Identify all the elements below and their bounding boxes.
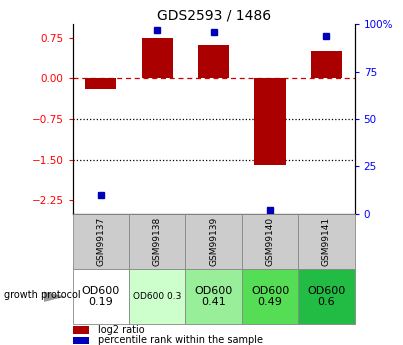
Bar bbox=[73, 337, 89, 344]
Text: percentile rank within the sample: percentile rank within the sample bbox=[98, 335, 263, 345]
Text: log2 ratio: log2 ratio bbox=[98, 325, 145, 335]
Bar bbox=[311, 51, 342, 78]
Text: OD600
0.41: OD600 0.41 bbox=[195, 286, 233, 307]
Text: OD600 0.3: OD600 0.3 bbox=[133, 292, 181, 301]
Text: GSM99139: GSM99139 bbox=[209, 217, 218, 266]
Text: GSM99141: GSM99141 bbox=[322, 217, 331, 266]
Bar bbox=[198, 45, 229, 78]
Text: GSM99137: GSM99137 bbox=[96, 217, 105, 266]
Bar bbox=[255, 78, 285, 165]
Bar bbox=[73, 326, 89, 334]
Bar bbox=[242, 214, 298, 269]
Bar bbox=[242, 269, 298, 324]
Title: GDS2593 / 1486: GDS2593 / 1486 bbox=[156, 9, 271, 23]
Bar bbox=[129, 269, 185, 324]
Bar bbox=[185, 269, 242, 324]
Bar bbox=[129, 214, 185, 269]
Text: GSM99140: GSM99140 bbox=[266, 217, 274, 266]
Text: OD600
0.19: OD600 0.19 bbox=[82, 286, 120, 307]
Bar bbox=[85, 78, 116, 89]
Text: GSM99138: GSM99138 bbox=[153, 217, 162, 266]
Polygon shape bbox=[44, 292, 65, 302]
Bar bbox=[73, 214, 129, 269]
Bar bbox=[298, 214, 355, 269]
Bar bbox=[73, 269, 129, 324]
Text: growth protocol: growth protocol bbox=[4, 290, 81, 300]
Bar bbox=[298, 269, 355, 324]
Text: OD600
0.49: OD600 0.49 bbox=[251, 286, 289, 307]
Text: OD600
0.6: OD600 0.6 bbox=[307, 286, 345, 307]
Bar bbox=[142, 38, 172, 78]
Bar bbox=[185, 214, 242, 269]
